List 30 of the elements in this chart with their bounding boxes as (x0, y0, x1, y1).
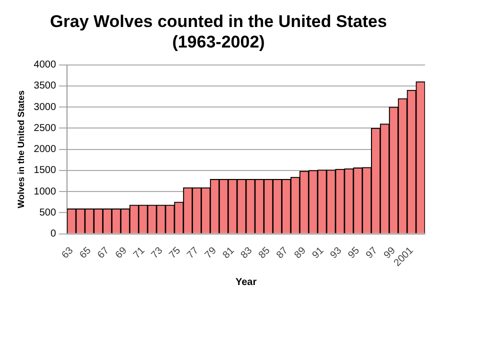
x-tick-label: 67 (96, 245, 112, 261)
x-tick-label: 73 (149, 245, 166, 261)
x-tick-label: 95 (346, 245, 362, 261)
x-tick-label: 97 (364, 245, 380, 261)
x-tick-label: 63 (60, 245, 76, 261)
x-tick-label: 77 (185, 245, 202, 261)
y-tick-label: 4000 (34, 60, 56, 71)
y-tick-label: 2500 (34, 122, 56, 134)
x-tick-label: 85 (256, 245, 273, 261)
x-tick-label: 91 (310, 245, 326, 261)
y-axis-title: Wolves in the United States (16, 90, 26, 208)
x-tick-label: 83 (238, 245, 255, 261)
x-tick-label: 93 (328, 245, 344, 261)
y-tick-label: 1500 (34, 165, 56, 176)
y-tick-label: 1000 (34, 186, 56, 198)
x-tick-label: 89 (292, 245, 309, 261)
y-tick-label: 3500 (34, 80, 56, 92)
x-axis-title: Year (235, 276, 257, 288)
x-tick-label: 81 (221, 245, 237, 261)
y-tick-label: 2000 (34, 144, 56, 156)
y-tick-label: 500 (39, 207, 56, 218)
x-tick-label: 75 (167, 245, 184, 261)
y-tick-label: 3000 (34, 102, 56, 113)
x-tick-label: 65 (78, 245, 94, 261)
chart-title: Gray Wolves counted in the United States (1963-2002) (50, 12, 387, 52)
x-tick-label: 69 (114, 245, 130, 261)
x-tick-label: 79 (203, 245, 220, 261)
x-tick-label: 71 (132, 245, 148, 261)
x-tick-label: 87 (274, 245, 291, 261)
y-tick-label: 0 (50, 228, 56, 240)
